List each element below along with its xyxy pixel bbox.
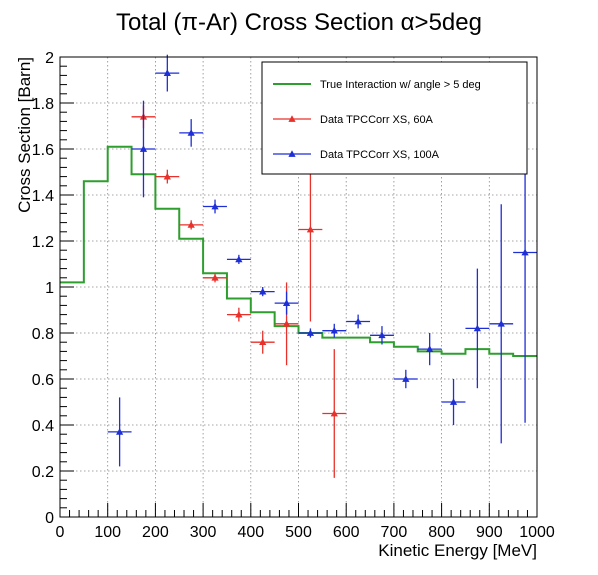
x-tick-label: 400 [237,524,264,541]
data-point [322,323,347,338]
data-point [155,169,180,184]
triangle-marker [449,398,458,405]
data-point [441,379,466,425]
x-tick-label: 300 [190,524,217,541]
x-axis-title: Kinetic Energy [MeV] [378,541,537,560]
triangle-marker [139,145,148,152]
data-point [465,268,490,389]
x-tick-label: 800 [428,524,455,541]
triangle-marker [426,345,434,352]
x-tick-label: 100 [94,524,121,541]
triangle-marker [306,225,315,233]
data-point [298,328,323,338]
data-point [370,326,394,345]
triangle-marker [235,255,243,263]
triangle-marker [211,274,219,281]
x-tick-label: 200 [142,524,169,541]
y-tick-label: 1.4 [32,188,54,205]
y-tick-label: 2 [45,50,54,67]
triangle-marker [235,310,243,318]
triangle-marker [354,317,362,325]
y-tick-label: 1.8 [32,96,54,113]
data-point [226,254,251,264]
triangle-marker [521,248,529,256]
triangle-marker [282,299,291,306]
data-point [179,119,204,147]
triangle-marker [163,172,171,180]
data-point [107,397,132,467]
triangle-marker [187,221,195,228]
data-point [203,199,227,214]
series-layer [60,54,537,478]
data-point [179,220,204,230]
data-point [250,287,275,297]
data-point [155,54,180,92]
y-tick-label: 1.2 [32,234,54,251]
legend: True Interaction w/ angle > 5 deg Data TP… [261,61,528,175]
chart-title: Total (π-Ar) Cross Section α>5deg [116,9,482,36]
triangle-marker [116,428,124,435]
y-tick-label: 0 [45,510,54,527]
data-point [250,330,275,354]
legend-label: True Interaction w/ angle > 5 deg [320,79,481,91]
y-tick-label: 1.6 [32,142,54,159]
legend-entry: True Interaction w/ angle > 5 deg [273,79,481,91]
triangle-marker [497,320,505,327]
x-tick-label: 600 [333,524,360,541]
data-point [203,273,227,283]
y-axis-title: Cross Section [Barn] [15,57,34,213]
triangle-marker [259,338,267,346]
data-point [346,314,371,329]
legend-box [261,61,528,175]
legend-swatch-marker [288,115,296,122]
data-point [322,349,347,478]
x-tick-label: 500 [285,524,312,541]
x-tick-label: 700 [381,524,408,541]
legend-label: Data TPCCorr XS, 60A [320,114,434,126]
legend-entry: Data TPCCorr XS, 100A [273,149,440,161]
triangle-marker [211,202,219,210]
data-point [489,204,514,444]
triangle-marker [330,326,338,334]
data-point [393,369,418,389]
x-tick-label: 0 [56,524,65,541]
y-tick-label: 0.2 [32,464,54,481]
y-tick-label: 0.4 [32,418,54,435]
legend-label: Data TPCCorr XS, 100A [320,149,440,161]
data-point [131,100,156,198]
y-tick-label: 0.8 [32,326,54,343]
axes: 0 100 200 300 400 500 600 700 800 900 1000 0 0.2 0.4 0… [32,50,555,541]
data-point [226,307,251,322]
triangle-marker [473,324,481,332]
triangle-marker [259,287,267,295]
triangle-marker [378,331,386,339]
triangle-marker [402,375,410,382]
data-point [274,291,299,315]
series-1 [60,145,537,357]
series-3 [107,54,537,467]
legend-entry: Data TPCCorr XS, 60A [273,114,434,126]
series-2 [131,105,347,478]
x-tick-label: 1000 [519,524,555,541]
y-tick-label: 0.6 [32,372,54,389]
triangle-marker [187,129,195,136]
x-tick-label: 900 [476,524,503,541]
triangle-marker [330,409,338,417]
true-interaction-step-line [60,145,537,357]
legend-swatch-marker [288,150,296,157]
triangle-marker [163,69,171,76]
data-point [417,333,442,366]
y-tick-label: 1 [45,280,54,297]
triangle-marker [282,320,291,327]
triangle-marker [306,329,315,336]
